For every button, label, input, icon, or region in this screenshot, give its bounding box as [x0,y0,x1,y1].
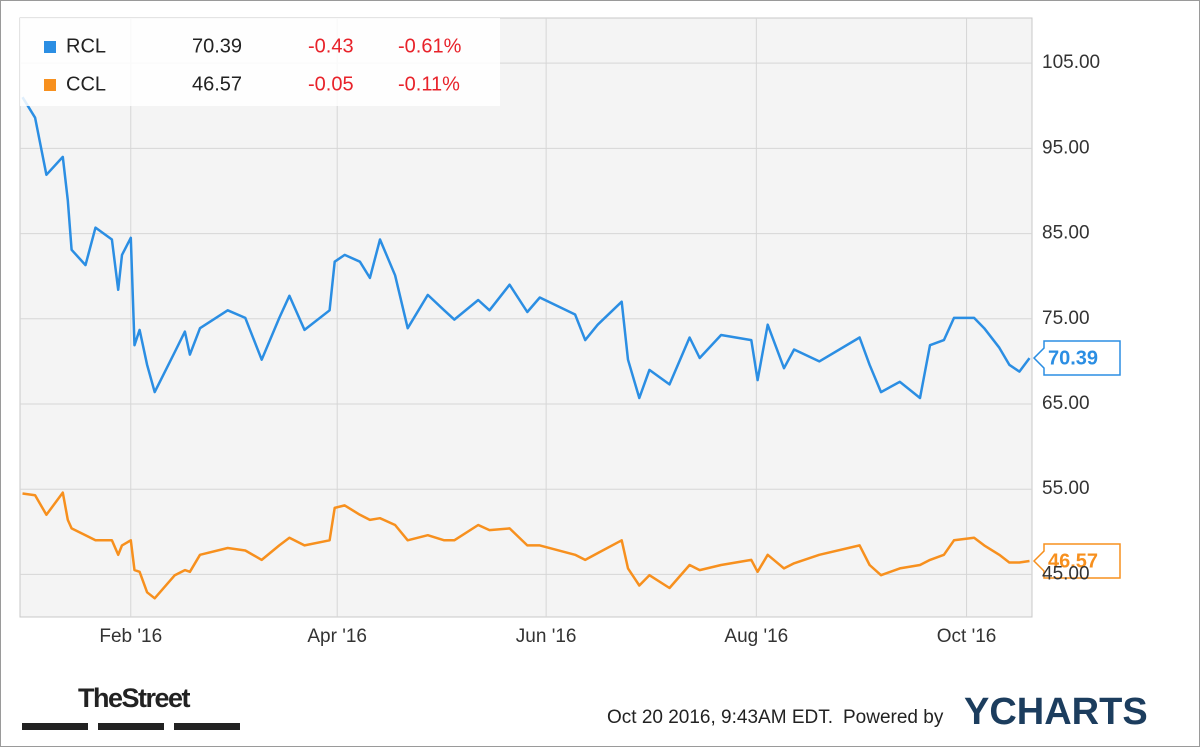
legend-change: -0.43 [308,35,354,57]
end-tag-label: 70.39 [1048,347,1098,369]
x-tick-label: Oct '16 [937,626,997,647]
y-tick-label: 105.00 [1042,52,1100,73]
end-tag [1032,340,1121,376]
x-tick-label: Feb '16 [99,626,162,647]
x-tick-label: Aug '16 [724,626,788,647]
y-tick-label: 45.00 [1042,563,1090,584]
y-tick-label: 95.00 [1042,137,1090,158]
legend-last: 46.57 [192,73,242,95]
legend-change-pct: -0.61% [398,35,462,57]
legend-change: -0.05 [308,73,354,95]
y-tick-label: 65.00 [1042,393,1090,414]
series-line [22,491,1030,600]
legend-name: CCL [66,73,106,95]
legend-last: 70.39 [192,35,242,57]
series-line [21,96,1031,400]
x-tick-label: Apr '16 [307,626,367,647]
legend-name: RCL [66,35,106,57]
legend-swatch [44,79,56,91]
logo-bar [98,723,164,730]
legend-box [20,18,500,106]
logo: TheStreet [78,683,191,713]
y-tick-label: 75.00 [1042,308,1090,329]
brand: YCHARTS [964,691,1148,733]
x-tick-label: Jun '16 [516,626,577,647]
end-tag [1032,543,1121,579]
timestamp: Oct 20 2016, 9:43AM EDT. [607,707,833,728]
end-tag-label: 46.57 [1048,550,1098,572]
plot-area [19,17,1033,618]
legend-swatch [44,41,56,53]
logo-bar [174,723,240,730]
y-tick-label: 55.00 [1042,478,1090,499]
y-tick-label: 85.00 [1042,223,1090,244]
powered-by: Powered by [843,707,944,728]
logo-bar [22,723,88,730]
legend-change-pct: -0.11% [398,73,460,95]
